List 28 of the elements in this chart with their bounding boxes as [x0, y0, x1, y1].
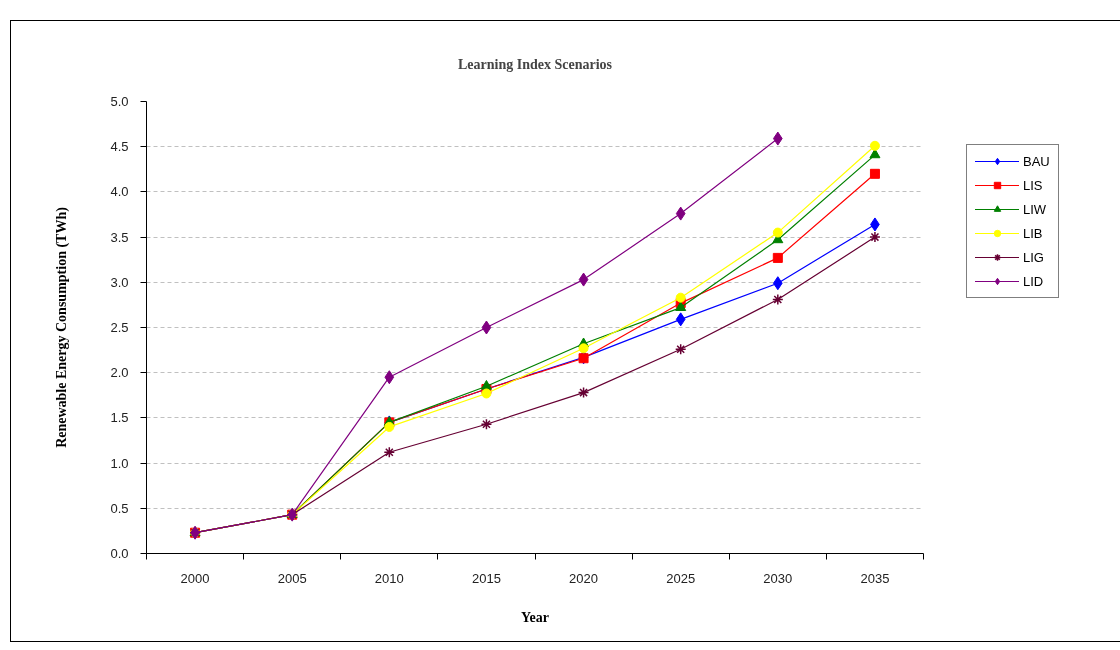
y-tick-label: 2.5: [110, 320, 129, 335]
y-tick-label: 0.0: [110, 546, 129, 561]
y-tick-label: 2.0: [110, 365, 129, 381]
y-tick-label: 4.0: [110, 184, 129, 200]
y-axis-title: Renewable Energy Consumption (TWh): [54, 206, 71, 448]
y-tick-label: 4.5: [110, 139, 129, 155]
x-tick-label: 2025: [666, 570, 696, 586]
y-tick-label: 1.5: [110, 410, 129, 426]
x-axis-title: Year: [521, 609, 550, 625]
legend-label: LIW: [1023, 201, 1047, 217]
x-tick-label: 2030: [763, 570, 793, 586]
y-tick-label: 0.5: [110, 500, 129, 516]
chart-title: Learning Index Scenarios: [457, 56, 613, 72]
legend-label: LIG: [1023, 249, 1044, 265]
x-tick-label: 2010: [374, 570, 404, 586]
y-tick-label: 1.0: [110, 455, 129, 471]
x-tick-label: 2020: [569, 570, 599, 586]
y-tick-label: 3.5: [110, 229, 129, 245]
y-tick-label: 3.0: [110, 274, 129, 290]
x-tick-label: 2015: [471, 570, 501, 586]
x-tick-label: 2000: [180, 570, 210, 586]
x-tick-label: 2035: [860, 570, 890, 586]
y-tick-label: 5.0: [110, 94, 129, 109]
legend-label: LIS: [1023, 177, 1043, 193]
x-tick-label: 2005: [277, 570, 307, 586]
legend-label: LID: [1023, 273, 1044, 289]
legend-label: BAU: [1023, 153, 1050, 169]
legend-label: LIB: [1023, 225, 1043, 241]
